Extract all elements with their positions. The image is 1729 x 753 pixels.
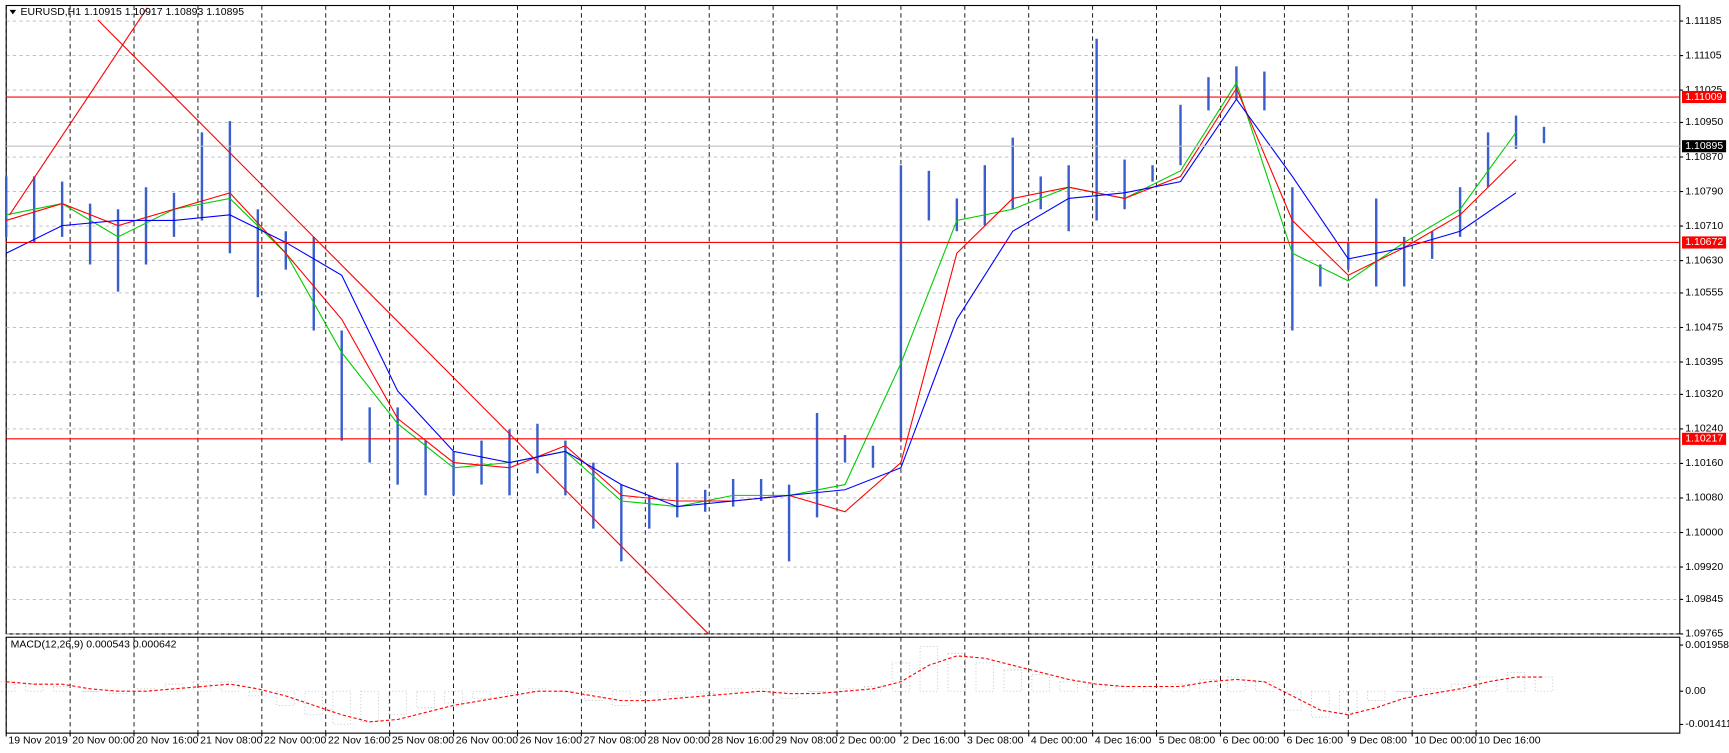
macd-bar bbox=[668, 690, 687, 697]
macd-bar bbox=[1395, 690, 1414, 693]
x-tick-label: 3 Dec 08:00 bbox=[967, 736, 1024, 747]
macd-bar bbox=[52, 686, 72, 692]
x-tick-label: 27 Nov 08:00 bbox=[584, 736, 646, 747]
macd-bar bbox=[1031, 674, 1050, 692]
y-tick-label: 1.11185 bbox=[1685, 16, 1721, 27]
x-tick-label: 26 Nov 16:00 bbox=[520, 736, 582, 747]
y-tick-label: -0.001411 bbox=[1685, 719, 1729, 730]
trend-line bbox=[9, 7, 148, 216]
y-tick-label: 1.10710 bbox=[1685, 221, 1723, 232]
macd-bar bbox=[779, 690, 799, 699]
last-price-label-bg bbox=[1681, 140, 1727, 153]
macd-title: MACD(12,26,9) 0.000543 0.000642 bbox=[11, 640, 177, 651]
macd-bar bbox=[1143, 686, 1162, 692]
collapse-icon[interactable] bbox=[9, 9, 17, 15]
macd-bar bbox=[416, 690, 435, 709]
macd-bar bbox=[1115, 686, 1134, 692]
x-tick-label: 2 Dec 16:00 bbox=[903, 736, 960, 747]
macd-bar bbox=[1506, 672, 1526, 692]
last-price-label: 1.10895 bbox=[1685, 141, 1723, 152]
x-tick-label: 4 Dec 16:00 bbox=[1095, 736, 1152, 747]
macd-bar bbox=[1199, 679, 1218, 692]
macd-bar bbox=[1283, 690, 1302, 711]
y-tick-label: 1.09920 bbox=[1685, 562, 1723, 573]
y-tick-label: 1.10475 bbox=[1685, 322, 1723, 333]
macd-bar bbox=[1227, 676, 1246, 692]
y-tick-label: 0.001958 bbox=[1685, 640, 1729, 651]
y-tick-label: 1.10240 bbox=[1685, 424, 1723, 435]
macd-bar bbox=[863, 686, 883, 692]
level-label-bg bbox=[1681, 236, 1727, 249]
moving-average bbox=[6, 81, 1517, 508]
x-tick-label: 28 Nov 16:00 bbox=[711, 736, 773, 747]
y-tick-label: 1.10080 bbox=[1685, 493, 1723, 504]
macd-bar bbox=[1003, 669, 1022, 692]
x-tick-label: 22 Nov 00:00 bbox=[264, 736, 326, 747]
macd-bar bbox=[25, 683, 44, 692]
x-tick-label: 28 Nov 00:00 bbox=[647, 736, 709, 747]
macd-bar bbox=[472, 690, 491, 699]
macd-bar bbox=[807, 690, 827, 693]
x-tick-label: 10 Dec 00:00 bbox=[1414, 736, 1476, 747]
y-tick-label: 1.10790 bbox=[1685, 186, 1723, 197]
macd-bar bbox=[164, 683, 184, 692]
macd-bar bbox=[388, 690, 407, 716]
y-tick-label: 1.10160 bbox=[1685, 458, 1723, 469]
macd-bar bbox=[919, 646, 939, 692]
x-tick-label: 2 Dec 00:00 bbox=[839, 736, 896, 747]
plot-layer: 1.11185 1.11105 1.11025 1.10950 1.10870 1.107… bbox=[0, 5, 1729, 747]
macd-bar bbox=[947, 653, 966, 692]
y-tick-label: 1.10630 bbox=[1685, 255, 1723, 266]
macd-bar bbox=[304, 690, 323, 716]
macd-bar bbox=[1339, 690, 1358, 713]
y-tick-label: 1.09765 bbox=[1685, 629, 1723, 640]
x-tick-label: 22 Nov 16:00 bbox=[328, 736, 390, 747]
level-label: 1.11009 bbox=[1685, 92, 1722, 103]
macd-bar bbox=[1450, 683, 1470, 692]
y-tick-label: 1.11105 bbox=[1685, 50, 1721, 61]
x-tick-label: 10 Dec 16:00 bbox=[1478, 736, 1540, 747]
level-label-bg bbox=[1681, 90, 1727, 104]
macd-bar bbox=[444, 690, 463, 704]
signal-line bbox=[6, 655, 1544, 723]
chart-title: EURUSD,H1 1.10915 1.10917 1.10893 1.1089… bbox=[21, 7, 245, 18]
y-tick-label: 1.10870 bbox=[1685, 152, 1723, 163]
macd-bar bbox=[1171, 683, 1190, 692]
x-tick-label: 20 Nov 16:00 bbox=[136, 736, 198, 747]
x-tick-label: 25 Nov 08:00 bbox=[392, 736, 454, 747]
x-tick-label: 19 Nov 2019 bbox=[8, 736, 68, 747]
macd-bar bbox=[1534, 676, 1554, 692]
x-tick-label: 26 Nov 00:00 bbox=[456, 736, 518, 747]
x-tick-label: 4 Dec 00:00 bbox=[1031, 736, 1088, 747]
x-tick-label: 29 Nov 08:00 bbox=[775, 736, 837, 747]
x-tick-label: 9 Dec 08:00 bbox=[1350, 736, 1407, 747]
y-tick-label: 1.10395 bbox=[1685, 357, 1723, 368]
macd-bar bbox=[276, 690, 295, 706]
y-tick-label: 1.10950 bbox=[1685, 117, 1723, 128]
macd-bar bbox=[80, 690, 100, 693]
x-tick-label: 20 Nov 00:00 bbox=[72, 736, 134, 747]
macd-bar bbox=[612, 690, 631, 706]
macd-bar bbox=[332, 690, 351, 725]
level-label: 1.10217 bbox=[1685, 434, 1723, 445]
x-tick-label: 21 Nov 08:00 bbox=[200, 736, 262, 747]
macd-bar bbox=[248, 690, 267, 697]
y-tick-label: 1.10000 bbox=[1685, 527, 1723, 538]
x-tick-label: 6 Dec 16:00 bbox=[1287, 736, 1344, 747]
trend-line bbox=[97, 19, 709, 635]
level-label: 1.10672 bbox=[1685, 237, 1723, 248]
y-tick-label: 1.10555 bbox=[1685, 288, 1723, 299]
x-tick-label: 6 Dec 00:00 bbox=[1223, 736, 1280, 747]
macd-bar bbox=[1087, 683, 1106, 692]
y-tick-label: 1.10320 bbox=[1685, 389, 1723, 400]
y-tick-label: 1.11025 bbox=[1685, 85, 1722, 96]
x-tick-label: 5 Dec 08:00 bbox=[1159, 736, 1216, 747]
level-label-bg bbox=[1681, 432, 1727, 445]
y-tick-label: 0.00 bbox=[1685, 686, 1706, 697]
macd-bar bbox=[1311, 690, 1330, 718]
y-tick-label: 1.09845 bbox=[1685, 594, 1723, 605]
moving-average bbox=[5, 98, 1517, 508]
